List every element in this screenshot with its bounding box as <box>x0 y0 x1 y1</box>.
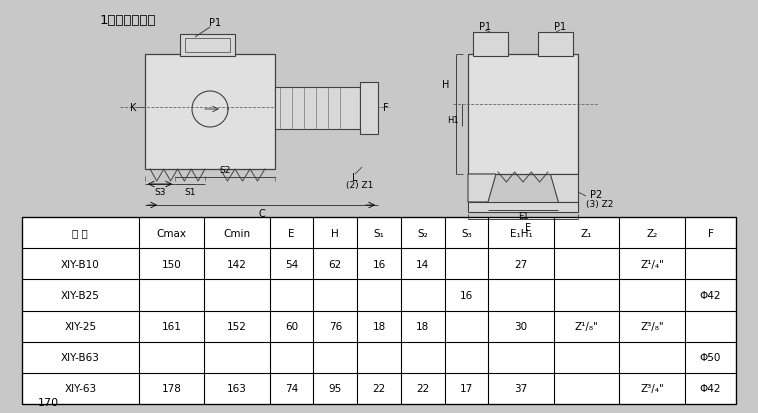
Text: 18: 18 <box>372 321 386 331</box>
Text: L: L <box>352 173 358 183</box>
Text: Z¹/₄": Z¹/₄" <box>641 259 664 269</box>
Text: 17: 17 <box>460 384 473 394</box>
Text: S3: S3 <box>154 188 166 197</box>
Text: 18: 18 <box>416 321 429 331</box>
Bar <box>473 33 508 57</box>
Text: Z¹/₈": Z¹/₈" <box>575 321 599 331</box>
Text: 161: 161 <box>161 321 181 331</box>
Text: S2: S2 <box>219 166 230 175</box>
Text: XIY-B25: XIY-B25 <box>61 290 100 300</box>
Text: 178: 178 <box>161 384 181 394</box>
Text: Cmin: Cmin <box>224 228 250 238</box>
Text: S₃: S₃ <box>461 228 471 238</box>
Text: XIY-B63: XIY-B63 <box>61 352 100 362</box>
Text: (3) Z2: (3) Z2 <box>586 200 614 209</box>
Text: 30: 30 <box>515 321 528 331</box>
Bar <box>22 218 736 404</box>
Text: XIY-B10: XIY-B10 <box>61 259 99 269</box>
Text: E1: E1 <box>518 212 528 221</box>
Text: 152: 152 <box>227 321 247 331</box>
Text: P2: P2 <box>590 190 602 199</box>
Text: S₂: S₂ <box>418 228 428 238</box>
Bar <box>360 83 378 135</box>
Text: S1: S1 <box>184 188 196 197</box>
Polygon shape <box>550 175 578 202</box>
Text: 163: 163 <box>227 384 247 394</box>
Text: S₁: S₁ <box>374 228 384 238</box>
Text: Z₁: Z₁ <box>581 228 592 238</box>
Text: 16: 16 <box>372 259 386 269</box>
Text: 14: 14 <box>416 259 429 269</box>
Text: Z³/₈": Z³/₈" <box>641 321 664 331</box>
Bar <box>275 88 360 130</box>
Text: P1: P1 <box>209 18 221 28</box>
Text: (2) Z1: (2) Z1 <box>346 181 374 190</box>
Text: 60: 60 <box>285 321 298 331</box>
Text: XIY-63: XIY-63 <box>64 384 96 394</box>
Text: F: F <box>707 228 713 238</box>
Polygon shape <box>468 175 496 202</box>
Bar <box>145 55 275 170</box>
Text: E: E <box>288 228 295 238</box>
Text: 76: 76 <box>329 321 342 331</box>
Text: 95: 95 <box>329 384 342 394</box>
Bar <box>538 33 573 57</box>
Text: P1: P1 <box>554 22 566 32</box>
Text: H: H <box>443 80 449 90</box>
Text: 27: 27 <box>515 259 528 269</box>
Bar <box>180 35 235 57</box>
Text: H: H <box>331 228 339 238</box>
Text: K: K <box>130 103 136 113</box>
Text: Z₂: Z₂ <box>647 228 658 238</box>
Text: 150: 150 <box>161 259 181 269</box>
Bar <box>185 39 230 53</box>
Text: 16: 16 <box>460 290 473 300</box>
Text: 37: 37 <box>515 384 528 394</box>
Text: H1: H1 <box>447 116 459 125</box>
Text: 型 号: 型 号 <box>73 228 88 238</box>
Bar <box>468 202 578 212</box>
Text: Φ50: Φ50 <box>700 352 721 362</box>
Text: E: E <box>525 223 531 233</box>
Text: 74: 74 <box>285 384 298 394</box>
Text: C: C <box>258 209 265 218</box>
Text: Z³/₄": Z³/₄" <box>641 384 664 394</box>
Text: 22: 22 <box>372 384 386 394</box>
Text: XIY-25: XIY-25 <box>64 321 96 331</box>
Text: E₁H₁: E₁H₁ <box>509 228 532 238</box>
Text: Φ42: Φ42 <box>700 290 722 300</box>
Text: 62: 62 <box>329 259 342 269</box>
Text: 1、螺纹连接：: 1、螺纹连接： <box>100 14 156 27</box>
Text: Φ42: Φ42 <box>700 384 722 394</box>
Text: 170: 170 <box>38 397 59 407</box>
Bar <box>468 55 578 175</box>
Text: 54: 54 <box>285 259 298 269</box>
Text: 22: 22 <box>416 384 429 394</box>
Text: F: F <box>384 103 389 113</box>
Text: Cmax: Cmax <box>156 228 186 238</box>
Text: P1: P1 <box>479 22 491 32</box>
Text: 142: 142 <box>227 259 247 269</box>
